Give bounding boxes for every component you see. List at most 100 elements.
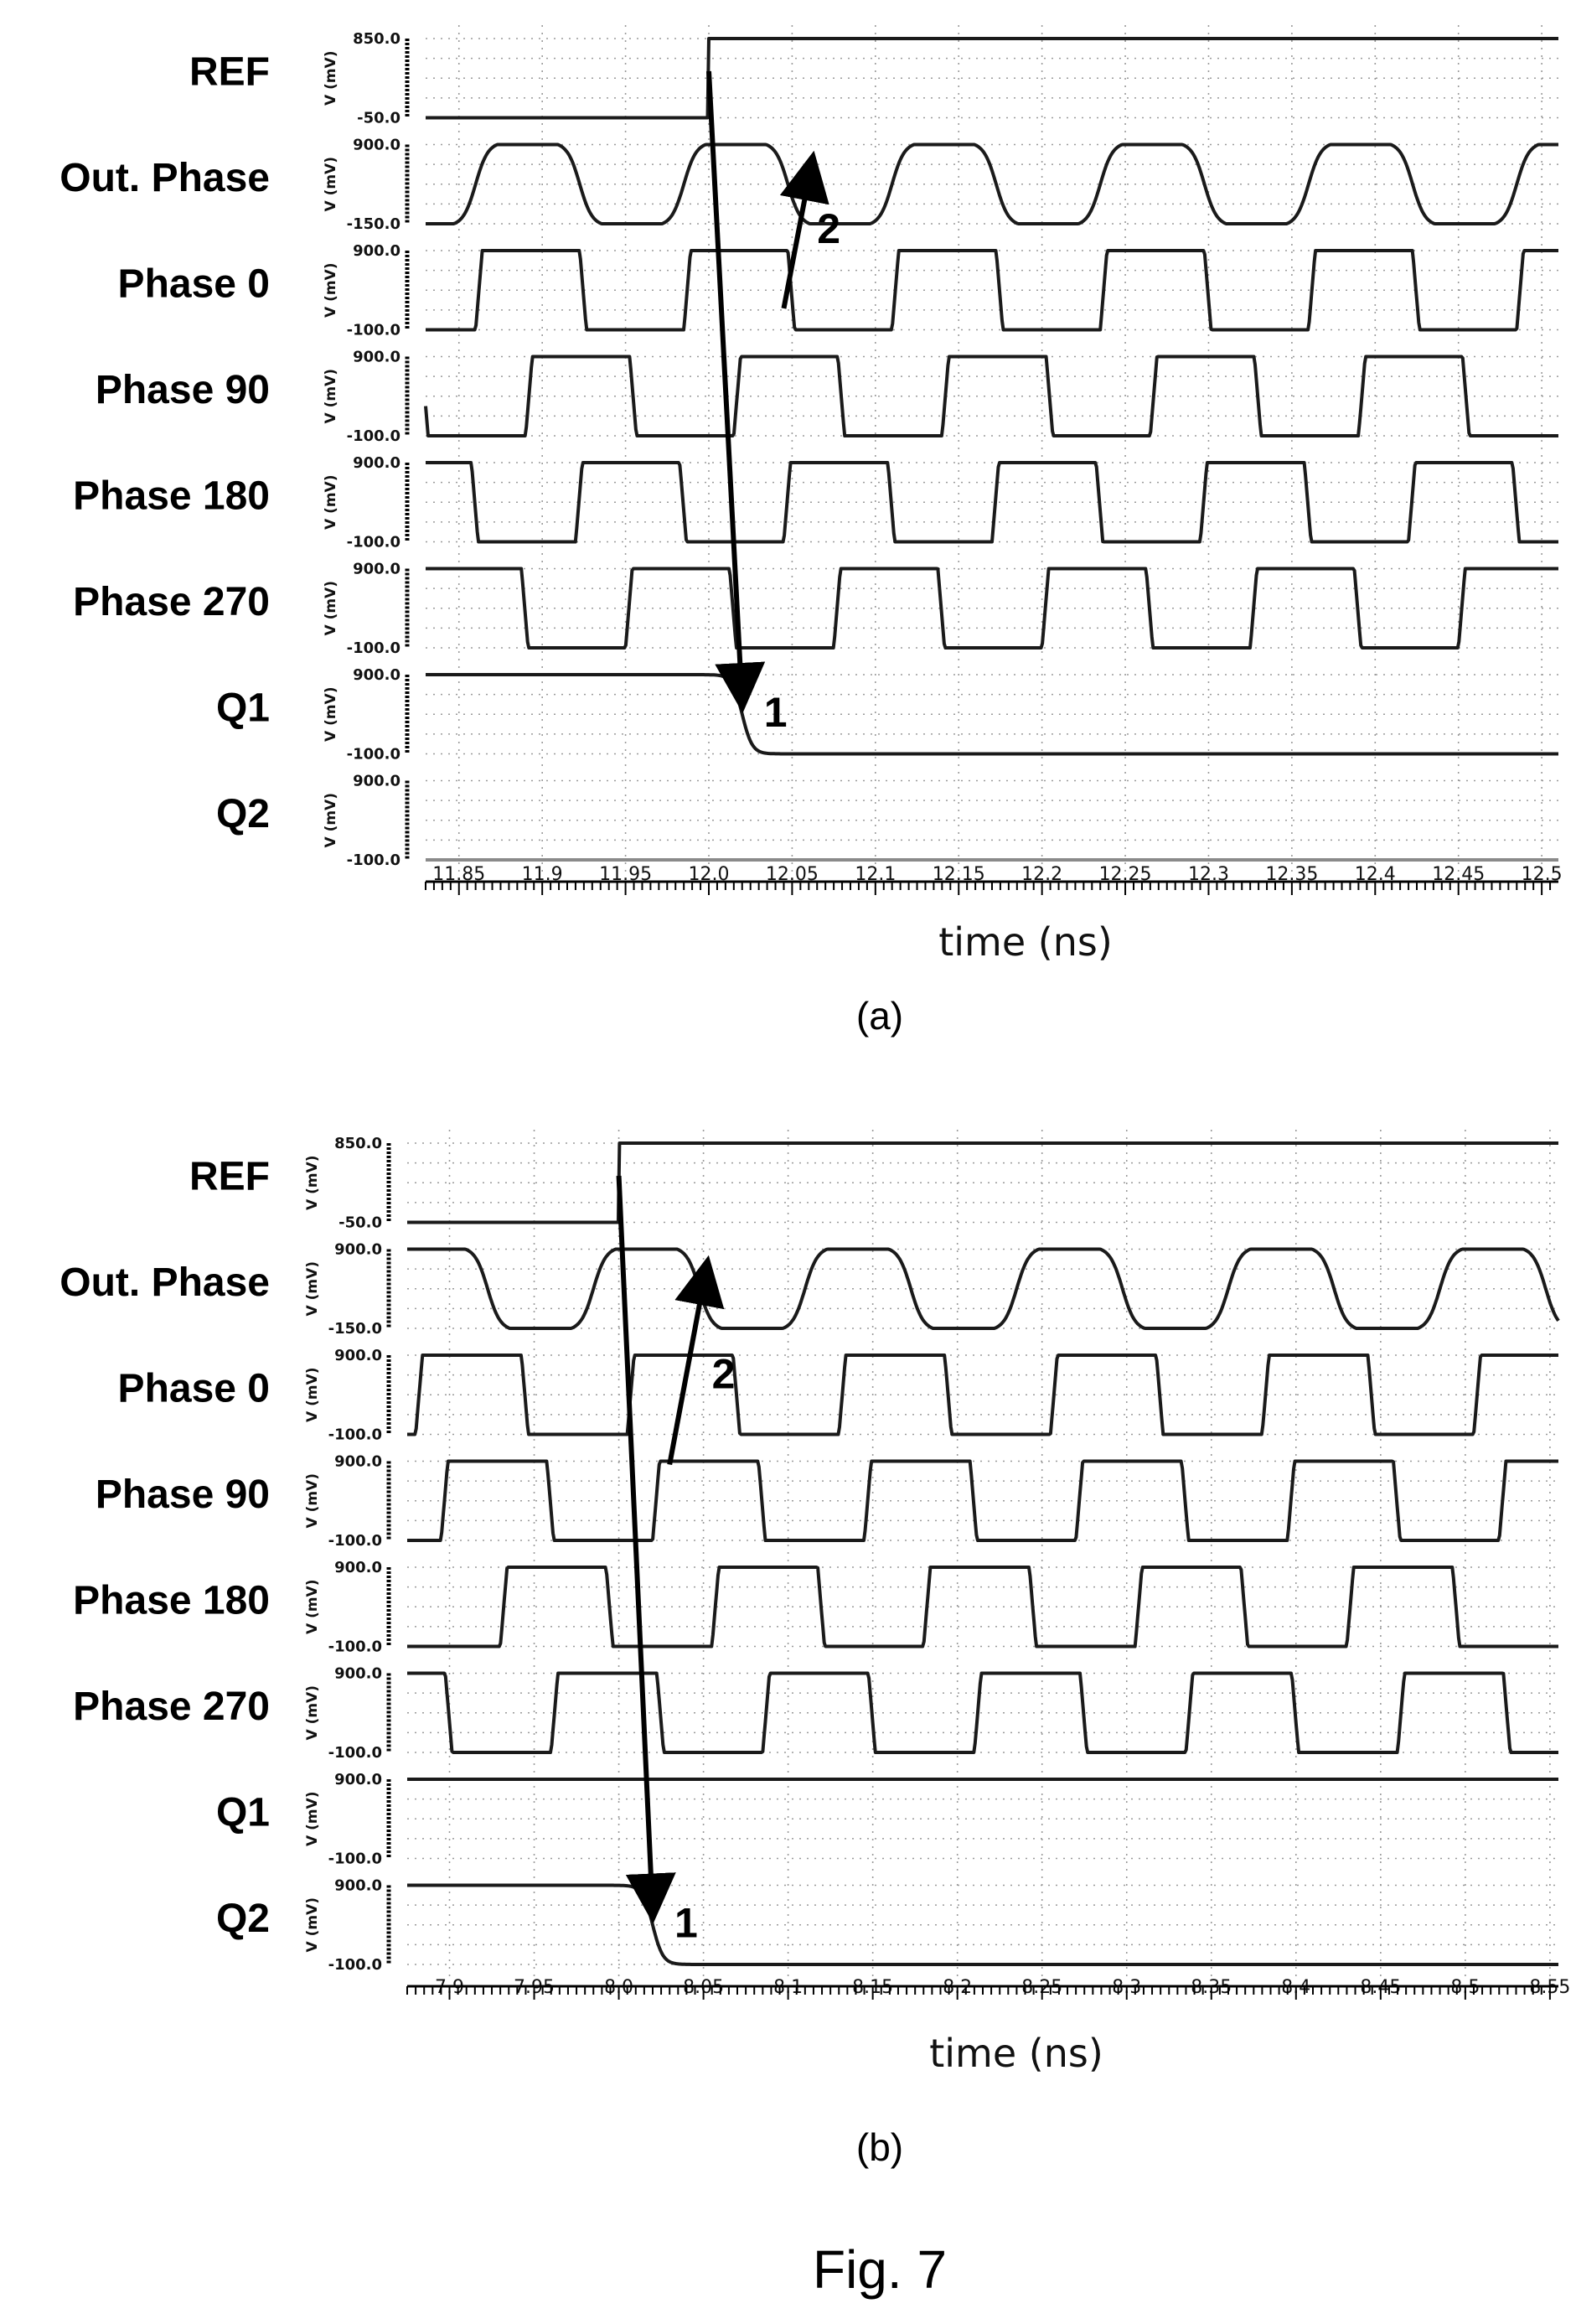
- row-out-phase: Out. Phase 900.0 -150.0 V (mV): [59, 1241, 1560, 1338]
- y-tick-top: 900.0: [353, 454, 400, 472]
- annotation-arrows: 12: [616, 1175, 736, 1947]
- y-axis-unit: V (mV): [304, 1473, 321, 1529]
- waveform-phase-0: [406, 1354, 1559, 1436]
- y-tick-top: 850.0: [353, 30, 400, 48]
- waveform-q1: [425, 673, 1559, 756]
- row-phase-90: Phase 90 900.0 -100.0 V (mV): [96, 349, 1559, 445]
- annotation-2: 2: [712, 1351, 736, 1398]
- figure-caption: Fig. 7: [813, 2239, 947, 2300]
- row-phase-0: Phase 0 900.0 -100.0 V (mV): [118, 1347, 1559, 1444]
- y-tick-top: 900.0: [353, 242, 400, 260]
- y-tick-top: 900.0: [353, 773, 400, 790]
- waveform-q2: [406, 1883, 1559, 1966]
- y-axis-unit: V (mV): [304, 1368, 321, 1423]
- row-q2: Q2 900.0 -100.0 V (mV): [216, 773, 1559, 869]
- series-label: Phase 180: [73, 1578, 270, 1623]
- y-tick-bottom: -100.0: [328, 1744, 382, 1762]
- y-tick-top: 900.0: [353, 561, 400, 578]
- y-tick-top: 900.0: [334, 1241, 382, 1259]
- series-label: Phase 90: [96, 368, 270, 412]
- row-q1: Q1 900.0 -100.0 V (mV): [216, 666, 1559, 763]
- series-label: Phase 0: [118, 1366, 270, 1410]
- series-label: Q2: [216, 792, 270, 836]
- series-label: Phase 180: [73, 474, 270, 518]
- subplot-label: (a): [856, 994, 903, 1038]
- series-label: Phase 270: [73, 1685, 270, 1729]
- panel-b: 7.97.958.08.058.18.158.28.258.38.358.48.…: [59, 1130, 1570, 2169]
- series-label: Q1: [216, 686, 270, 730]
- row-ref: REF 850.0 -50.0 V (mV): [189, 30, 1559, 127]
- y-tick-bottom: -100.0: [347, 427, 400, 445]
- y-tick-bottom: -100.0: [328, 1638, 382, 1656]
- y-tick-bottom: -100.0: [328, 1956, 382, 1974]
- annotation-arrows: 12: [706, 70, 840, 736]
- y-tick-top: 850.0: [334, 1135, 382, 1152]
- row-phase-180: Phase 180 900.0 -100.0 V (mV): [73, 1559, 1559, 1656]
- y-tick-bottom: -50.0: [338, 1214, 382, 1232]
- row-q1: Q1 900.0 -100.0 V (mV): [216, 1771, 1559, 1868]
- annotation-1: 1: [674, 1900, 698, 1947]
- series-label: Q2: [216, 1897, 270, 1941]
- series-label: Phase 90: [96, 1473, 270, 1517]
- y-tick-bottom: -50.0: [357, 110, 400, 127]
- series-label: Q1: [216, 1790, 270, 1835]
- y-tick-top: 900.0: [353, 137, 400, 154]
- row-phase-270: Phase 270 900.0 -100.0 V (mV): [73, 1665, 1559, 1762]
- x-axis-label: time (ns): [929, 2031, 1103, 2076]
- y-axis-unit: V (mV): [323, 687, 339, 743]
- waveform-phase-90: [406, 1459, 1559, 1542]
- series-label: REF: [189, 1154, 270, 1198]
- y-axis-unit: V (mV): [323, 157, 339, 212]
- y-tick-top: 900.0: [334, 1347, 382, 1364]
- y-tick-bottom: -100.0: [347, 322, 400, 339]
- waveform-phase-270: [425, 567, 1559, 650]
- row-phase-90: Phase 90 900.0 -100.0 V (mV): [96, 1453, 1559, 1550]
- panel-a: 11.85 11.9 11.95 12.0 12.05 12.1 12.15 12.2 12.2…: [59, 25, 1563, 1038]
- subplot-label: (b): [856, 2125, 903, 2169]
- y-tick-bottom: -100.0: [328, 1426, 382, 1444]
- row-phase-180: Phase 180 900.0 -100.0 V (mV): [73, 454, 1559, 551]
- row-out-phase: Out. Phase 900.0 -150.0 V (mV): [59, 137, 1559, 233]
- y-tick-bottom: -150.0: [328, 1320, 382, 1338]
- y-axis-unit: V (mV): [323, 369, 339, 424]
- series-label: REF: [189, 49, 270, 94]
- series-label: Out. Phase: [59, 1260, 270, 1305]
- waveform-out-phase: [406, 1247, 1560, 1330]
- y-tick-bottom: -150.0: [347, 215, 400, 233]
- annotation-1: 1: [764, 689, 788, 736]
- y-axis-unit: V (mV): [304, 1897, 321, 1953]
- arrow-2: [667, 1255, 725, 1466]
- y-axis-unit: V (mV): [323, 475, 339, 531]
- arrow-1: [706, 70, 766, 713]
- y-axis-unit: V (mV): [304, 1156, 321, 1211]
- waveform-phase-0: [425, 249, 1559, 332]
- y-tick-top: 900.0: [334, 1559, 382, 1576]
- y-tick-bottom: -100.0: [347, 639, 400, 657]
- y-tick-top: 900.0: [353, 666, 400, 684]
- row-phase-0: Phase 0 900.0 -100.0 V (mV): [118, 242, 1559, 339]
- grid: [448, 1130, 1551, 1978]
- annotation-2: 2: [817, 205, 840, 252]
- waveform-out-phase: [425, 142, 1559, 225]
- y-tick-top: 900.0: [353, 349, 400, 366]
- y-axis-unit: V (mV): [323, 581, 339, 636]
- y-axis-unit: V (mV): [304, 1580, 321, 1635]
- y-tick-top: 900.0: [334, 1665, 382, 1683]
- y-tick-bottom: -100.0: [328, 1532, 382, 1550]
- y-tick-bottom: -100.0: [328, 1850, 382, 1868]
- waveform-phase-90: [424, 355, 1559, 437]
- waveform-ref: [425, 37, 1559, 120]
- y-axis-unit: V (mV): [304, 1685, 321, 1741]
- y-tick-bottom: -100.0: [347, 851, 400, 869]
- y-axis-unit: V (mV): [323, 51, 339, 106]
- row-ref: REF 850.0 -50.0 V (mV): [189, 1135, 1559, 1232]
- y-axis-unit: V (mV): [304, 1792, 321, 1847]
- series-label: Phase 0: [118, 261, 270, 306]
- waveform-phase-180: [425, 461, 1559, 544]
- waveform-ref: [406, 1141, 1559, 1224]
- y-axis-unit: V (mV): [304, 1261, 321, 1317]
- row-q2: Q2 900.0 -100.0 V (mV): [216, 1877, 1559, 1974]
- arrow-2: [779, 150, 829, 309]
- y-tick-top: 900.0: [334, 1877, 382, 1895]
